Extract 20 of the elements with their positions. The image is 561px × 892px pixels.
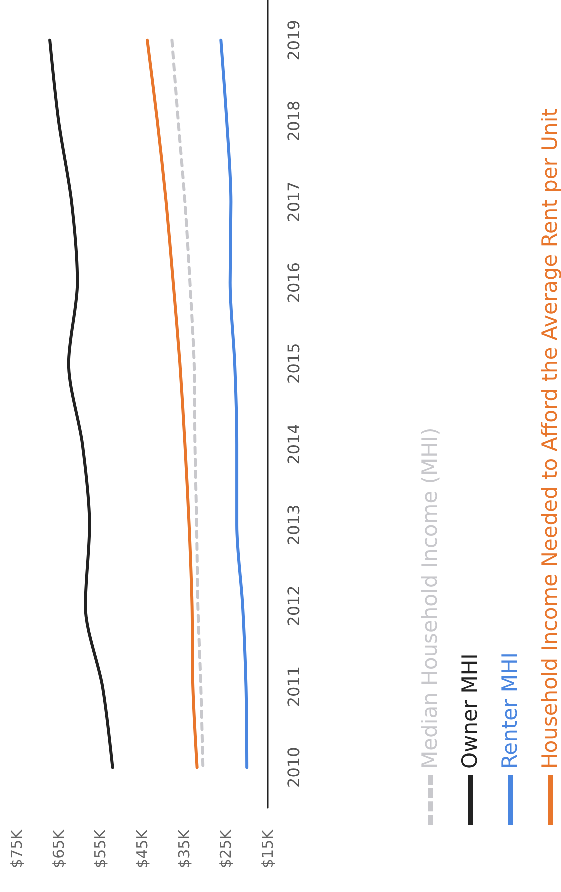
- y-tick-label: 2015: [284, 343, 304, 384]
- x-tick-label: $75K: [8, 828, 26, 868]
- text: Household Income Needed to Afford the Average Rent per Unit: [538, 108, 561, 769]
- x-tick-label: $25K: [217, 828, 236, 868]
- y-tick-label: 2012: [284, 586, 304, 626]
- x-tick-label: $35K: [175, 828, 194, 868]
- y-tick-label: 2018: [284, 100, 304, 142]
- y-tick-label: 2011: [284, 666, 304, 708]
- y-tick-label: 2014: [284, 424, 304, 465]
- x-tick-label: $45K: [134, 828, 152, 868]
- y-tick-label: 2017: [284, 182, 304, 222]
- y-tick-label: 2016: [284, 262, 304, 304]
- x-tick-label: $55K: [92, 828, 110, 868]
- y-tick-label: 2019: [284, 20, 304, 61]
- text: Renter MHI: [498, 652, 522, 769]
- x-tick-label: $15K: [259, 828, 277, 868]
- text: Owner MHI: [458, 654, 482, 769]
- y-tick-label: 2013: [284, 504, 304, 546]
- x-tick-label: $65K: [50, 828, 68, 868]
- y-tick-label: 2010: [284, 747, 304, 788]
